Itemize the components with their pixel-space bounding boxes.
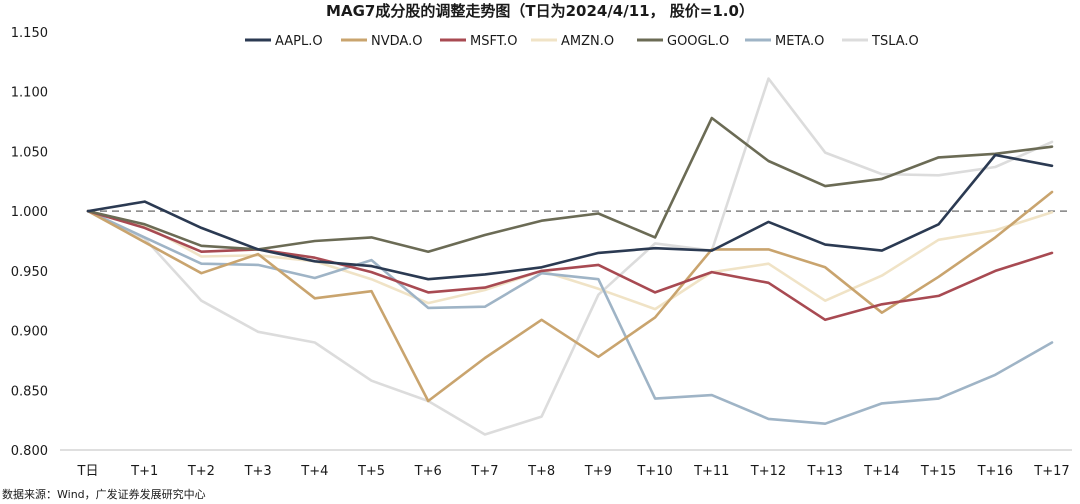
series-line-meta-o	[86, 209, 1054, 426]
series-line-aapl-o	[86, 153, 1054, 281]
x-tick-label: T+5	[357, 464, 385, 479]
source-note: 数据来源：Wind，广发证券发展研究中心	[2, 488, 206, 501]
x-tick-label: T+15	[920, 464, 956, 479]
x-tick-label: T+16	[977, 464, 1013, 479]
legend-label: NVDA.O	[371, 34, 422, 49]
y-tick-label: 0.900	[11, 325, 48, 340]
y-tick-label: 1.100	[11, 86, 48, 101]
y-tick-label: 1.050	[11, 145, 48, 160]
y-tick-label: 1.000	[11, 205, 48, 220]
x-tick-label: T+10	[636, 464, 672, 479]
legend-label: MSFT.O	[470, 34, 517, 49]
chart-title: MAG7成分股的调整走势图（T日为2024/4/11， 股价=1.0）	[326, 2, 754, 20]
x-tick-label: T+1	[130, 464, 158, 479]
y-tick-label: 0.800	[11, 444, 48, 459]
x-tick-label: T+2	[187, 464, 215, 479]
x-tick-label: T+7	[470, 464, 498, 479]
series-line-amzn-o	[86, 209, 1054, 311]
legend-label: TSLA.O	[871, 34, 919, 49]
x-tick-label: T+4	[300, 464, 328, 479]
series-line-googl-o	[86, 116, 1054, 253]
y-tick-label: 0.950	[11, 265, 48, 280]
x-tick-label: T+17	[1033, 464, 1069, 479]
legend-label: GOOGL.O	[667, 34, 729, 49]
x-tick-label: T+8	[527, 464, 555, 479]
legend-label: AAPL.O	[275, 34, 323, 49]
x-tick-label: T+12	[750, 464, 786, 479]
legend-label: META.O	[775, 34, 824, 49]
legend-label: AMZN.O	[561, 34, 614, 49]
x-tick-label: T+11	[693, 464, 729, 479]
y-tick-label: 0.850	[11, 384, 48, 399]
legend: AAPL.O NVDA.O MSFT.O AMZN.O GOOGL.O META.O TSL…	[245, 34, 919, 49]
series-line-nvda-o	[86, 190, 1054, 403]
x-tick-label: T日	[77, 464, 99, 479]
series-group	[86, 77, 1054, 436]
y-tick-label: 1.150	[11, 26, 48, 41]
x-tick-label: T+6	[414, 464, 442, 479]
x-axis: T日 T+1 T+2 T+3 T+4 T+5 T+6 T+7 T+8 T+9 T+10 T+11 T+1…	[60, 449, 1072, 479]
x-tick-label: T+9	[584, 464, 612, 479]
y-axis: 0.800 0.850 0.900 0.950 1.000 1.050 1.100 1.150	[11, 26, 48, 459]
x-tick-label: T+13	[806, 464, 842, 479]
x-tick-label: T+14	[863, 464, 899, 479]
x-tick-label: T+3	[244, 464, 272, 479]
